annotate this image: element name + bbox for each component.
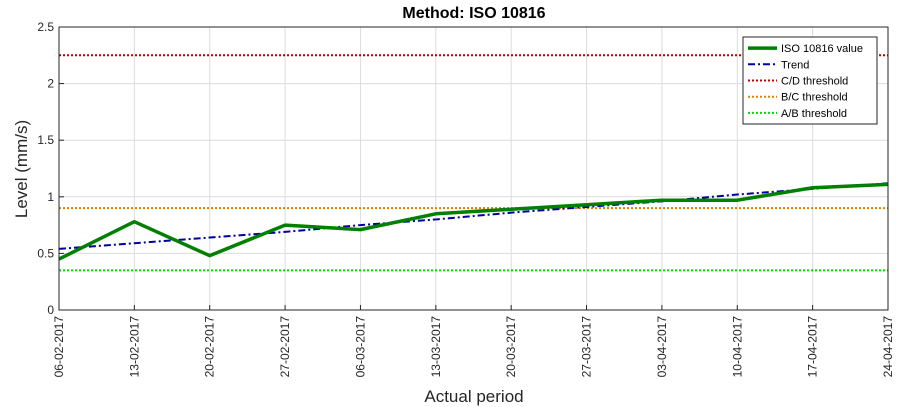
series-layer [58, 54, 889, 272]
series-line-iso-10816-value [58, 182, 889, 261]
x-tick-label: 06-03-2017 [353, 316, 367, 378]
x-tick-label: 06-02-2017 [52, 316, 66, 378]
y-tick-label: 2 [47, 77, 54, 91]
x-tick-label: 13-02-2017 [127, 316, 141, 378]
x-tick-label: 20-03-2017 [504, 316, 518, 378]
x-tick-label: 27-03-2017 [580, 316, 594, 378]
x-tick-label: 20-02-2017 [203, 316, 217, 378]
x-tick-label: 24-04-2017 [881, 316, 895, 378]
y-axis-label: Level (mm/s) [12, 120, 31, 218]
x-axis: 06-02-2017 13-02-2017 20-02-2017 27-02-2017… [52, 305, 895, 377]
legend-entry-b-c-threshold: B/C threshold [781, 92, 848, 104]
y-tick-label: 0 [47, 303, 54, 317]
y-tick-label: 2.5 [37, 20, 54, 34]
x-tick-label: 13-03-2017 [429, 316, 443, 378]
legend-entry-trend: Trend [781, 59, 809, 71]
x-tick-label: 17-04-2017 [806, 316, 820, 378]
x-tick-label: 10-04-2017 [730, 316, 744, 378]
grid [58, 26, 889, 311]
legend-entry-a-b-threshold: A/B threshold [781, 108, 847, 120]
y-tick-label: 1.5 [37, 133, 54, 147]
plot-frame [58, 26, 889, 311]
x-tick-label: 27-02-2017 [278, 316, 292, 378]
y-tick-label: 1 [47, 190, 54, 204]
legend-entry-iso-10816-value: ISO 10816 value [781, 43, 863, 55]
y-tick-label: 0.5 [37, 246, 54, 260]
legend: ISO 10816 value Trend C/D threshold B/C thr… [742, 36, 878, 125]
x-axis-label: Actual period [424, 387, 523, 406]
legend-entry-c-d-threshold: C/D threshold [781, 76, 848, 88]
x-tick-label: 03-04-2017 [655, 316, 669, 378]
series-line-trend [58, 182, 889, 250]
chart-title: Method: ISO 10816 [402, 5, 545, 22]
y-axis: 0 0.5 1 1.5 2 2.5 [37, 20, 64, 317]
